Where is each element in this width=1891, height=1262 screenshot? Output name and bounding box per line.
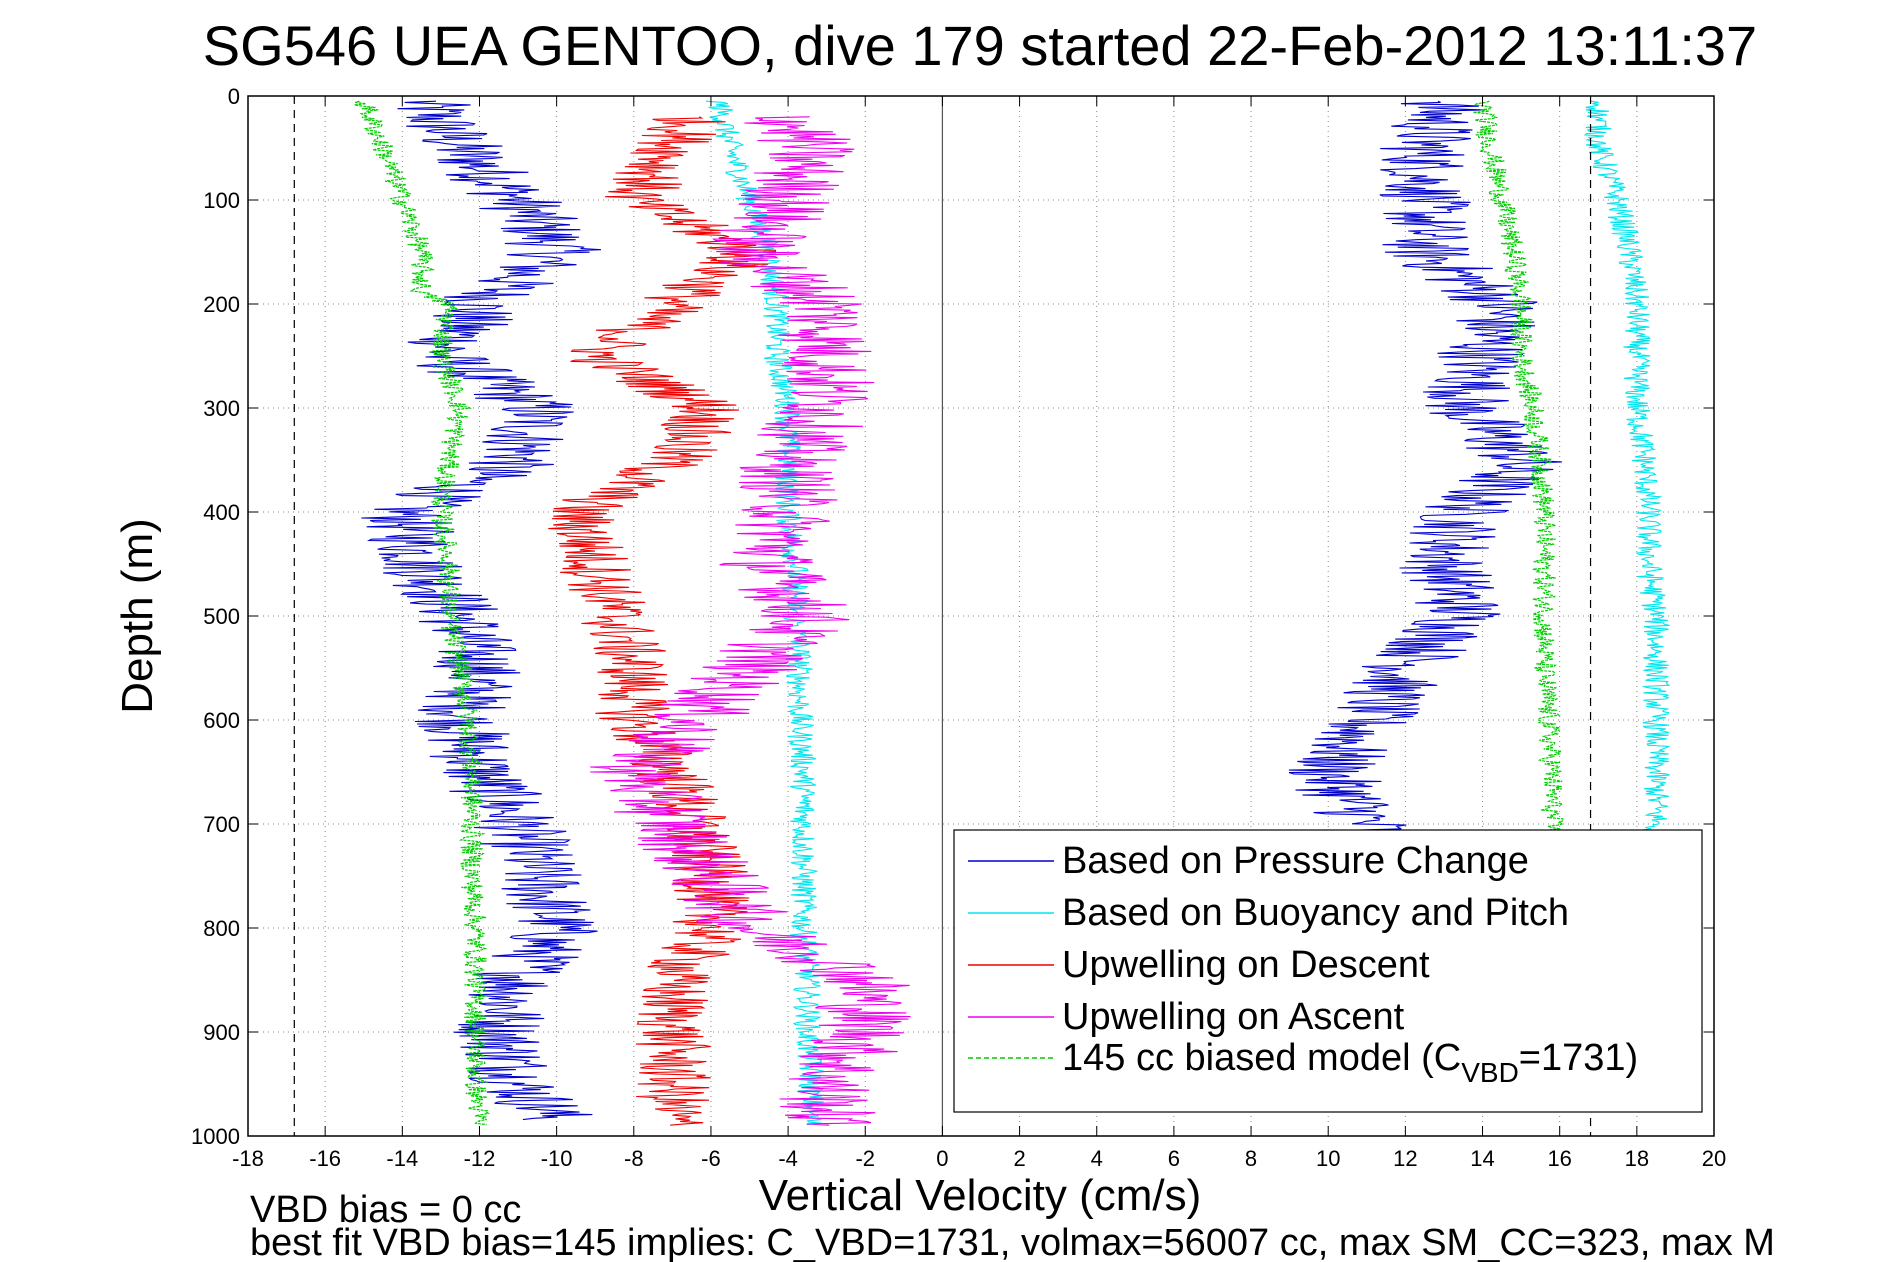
x-tick-label: 16 xyxy=(1547,1146,1571,1171)
series-line-4-1 xyxy=(1472,100,1565,845)
legend: Based on Pressure Change Based on Buoyanc… xyxy=(953,829,1703,1113)
x-axis-label: Vertical Velocity (cm/s) xyxy=(759,1171,1202,1220)
y-tick-label: 1000 xyxy=(191,1124,240,1149)
y-tick-label: 400 xyxy=(203,500,240,525)
x-tick-label: -4 xyxy=(778,1146,798,1171)
x-tick-label: 20 xyxy=(1702,1146,1726,1171)
y-tick-label: 0 xyxy=(228,84,240,109)
series-line-1-1 xyxy=(1583,100,1671,835)
y-tick-label: 100 xyxy=(203,188,240,213)
chart-title: SG546 UEA GENTOO, dive 179 started 22-Fe… xyxy=(203,14,1757,77)
best-fit-note: best fit VBD bias=145 implies: C_VBD=173… xyxy=(250,1222,1775,1262)
series-layer xyxy=(354,100,1671,1126)
x-tick-label: -14 xyxy=(386,1146,418,1171)
x-tick-label: 6 xyxy=(1168,1146,1180,1171)
y-tick-label: 500 xyxy=(203,604,240,629)
y-axis-label: Depth (m) xyxy=(113,518,162,714)
x-tick-label: 14 xyxy=(1470,1146,1494,1171)
y-tick-label: 700 xyxy=(203,812,240,837)
y-tick-label: 600 xyxy=(203,708,240,733)
series-line-2-0 xyxy=(548,116,777,1126)
series-line-4-0 xyxy=(354,100,491,1126)
x-tick-label: 10 xyxy=(1316,1146,1340,1171)
x-tick-label: -6 xyxy=(701,1146,721,1171)
x-tick-label: -2 xyxy=(855,1146,875,1171)
legend-label: Upwelling on Ascent xyxy=(1062,996,1405,1038)
y-tick-label: 200 xyxy=(203,292,240,317)
x-tick-label: -18 xyxy=(232,1146,264,1171)
x-tick-label: -16 xyxy=(309,1146,341,1171)
x-tick-label: 4 xyxy=(1091,1146,1103,1171)
x-tick-label: 2 xyxy=(1013,1146,1025,1171)
legend-box xyxy=(953,829,1703,1113)
y-axis-ticks: 0 100 200 300 400 500 600 700 800 900 1000 xyxy=(191,84,1714,1149)
x-tick-label: -8 xyxy=(624,1146,644,1171)
x-tick-label: 0 xyxy=(936,1146,948,1171)
legend-label: Based on Pressure Change xyxy=(1062,840,1529,882)
y-tick-label: 900 xyxy=(203,1020,240,1045)
series-line-0-1 xyxy=(1288,100,1562,845)
x-tick-label: -10 xyxy=(541,1146,573,1171)
series-line-3-0 xyxy=(590,116,911,1126)
vbd-bias-note: VBD bias = 0 cc xyxy=(250,1189,521,1231)
legend-label: Based on Buoyancy and Pitch xyxy=(1062,892,1569,934)
x-tick-label: 12 xyxy=(1393,1146,1417,1171)
x-axis-ticks: -18 -16 -14 -12 -10 -8 -6 -4 -2 0 2 4 6 8 10 12 14 16 18 20 xyxy=(232,96,1726,1171)
legend-label: Upwelling on Descent xyxy=(1062,944,1430,986)
y-tick-label: 800 xyxy=(203,916,240,941)
series-line-0-0 xyxy=(361,100,602,1121)
y-tick-label: 300 xyxy=(203,396,240,421)
reference-lines xyxy=(293,96,1592,1136)
x-tick-label: 18 xyxy=(1625,1146,1649,1171)
x-tick-label: -12 xyxy=(464,1146,496,1171)
x-tick-label: 8 xyxy=(1245,1146,1257,1171)
